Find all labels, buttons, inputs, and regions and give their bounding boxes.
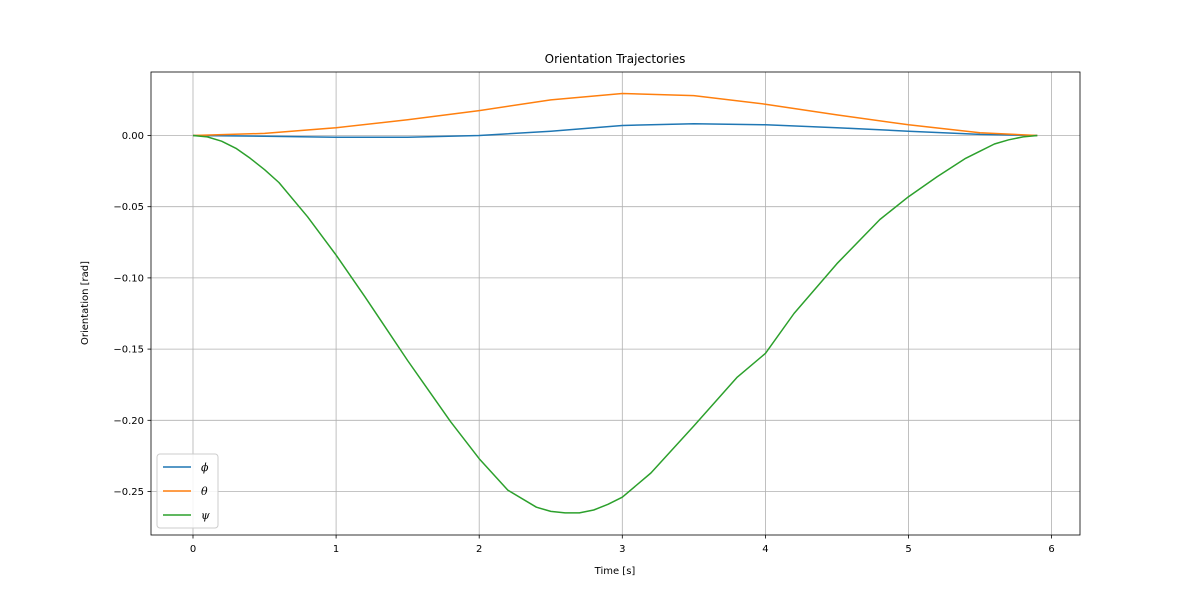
series-layer bbox=[192, 92, 1038, 514]
y-tick-label: −0.10 bbox=[113, 273, 144, 284]
series-line-3 bbox=[192, 134, 1038, 514]
grid-layer bbox=[151, 72, 1080, 535]
legend-label-3: ψ bbox=[201, 509, 210, 522]
x-tick-label: 3 bbox=[619, 544, 625, 555]
x-tick-label: 1 bbox=[333, 544, 339, 555]
x-tick-label: 5 bbox=[905, 544, 911, 555]
x-tick-label: 6 bbox=[1048, 544, 1054, 555]
x-tick-label: 4 bbox=[762, 544, 768, 555]
x-tick-label: 2 bbox=[476, 544, 482, 555]
y-tick-label: −0.05 bbox=[113, 202, 144, 213]
legend-label-2: θ bbox=[201, 485, 208, 498]
y-axis-label: Orientation [rad] bbox=[80, 261, 91, 345]
x-axis-label: Time [s] bbox=[594, 566, 636, 577]
series-line-1 bbox=[192, 122, 1038, 138]
y-tick-label: −0.15 bbox=[113, 345, 144, 356]
plot-area-frame bbox=[150, 71, 1081, 536]
ticks-layer: 0 1 2 3 4 5 6 0.00 −0.05 −0.10 −0.15 −0.20 −0.25 bbox=[113, 131, 1054, 555]
chart-title: Orientation Trajectories bbox=[545, 52, 686, 66]
series-line-2 bbox=[192, 92, 1038, 137]
y-tick-label: 0.00 bbox=[122, 131, 144, 142]
y-tick-label: −0.25 bbox=[113, 487, 144, 498]
legend-label-1: ϕ bbox=[201, 461, 209, 474]
y-tick-label: −0.20 bbox=[113, 416, 144, 427]
legend: ϕθψ bbox=[156, 453, 219, 529]
x-tick-label: 0 bbox=[190, 544, 196, 555]
